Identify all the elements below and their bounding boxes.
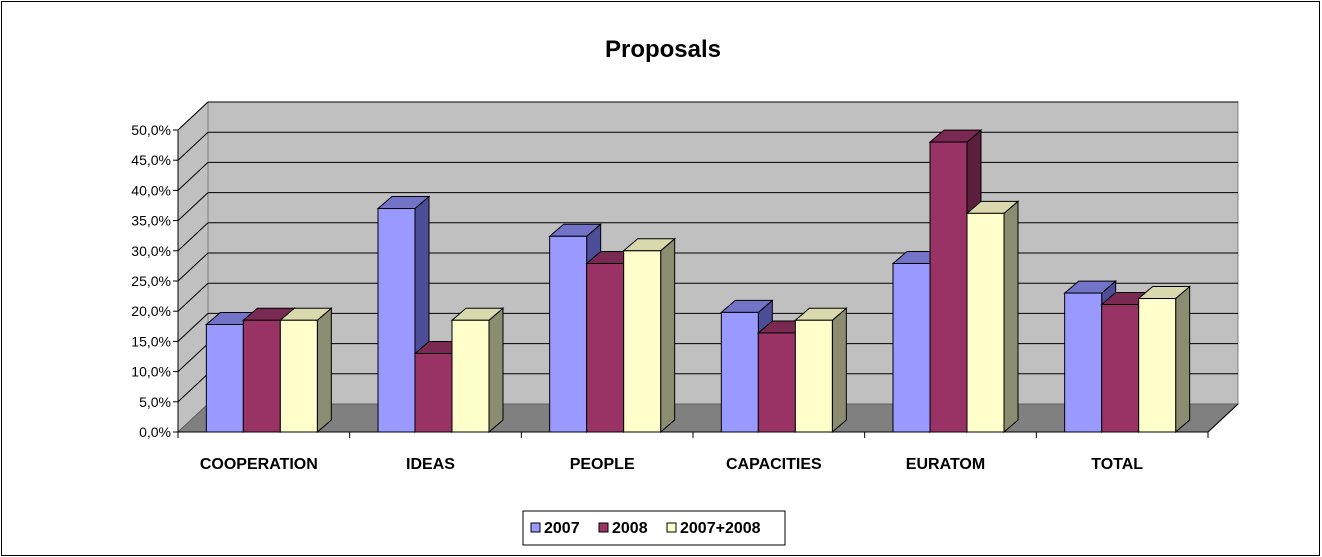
bar-front: [451, 319, 490, 433]
bar-2-2: [622, 237, 677, 434]
bar-side: [488, 307, 504, 434]
gridline-diagonal: [177, 131, 209, 161]
y-tick-label: 35,0%: [131, 213, 171, 229]
bar-4-2: [965, 200, 1020, 434]
bar-front: [929, 141, 968, 433]
gridline-diagonal: [177, 252, 209, 282]
plot-area: 0,0% 5,0% 10,0% 15,0% 20,0% 25,0% 30,0% 35,0% 40…: [131, 100, 1240, 473]
bar-side: [1175, 285, 1191, 434]
bar-side: [660, 237, 676, 434]
category-label: CAPACITIES: [726, 456, 822, 473]
bar-front: [205, 323, 244, 433]
y-tick-label: 5,0%: [139, 394, 171, 410]
bar-front: [414, 352, 453, 433]
category-label: IDEAS: [406, 456, 455, 473]
gridline-diagonal: [177, 313, 209, 342]
category-label: TOTAL: [1091, 456, 1143, 473]
bar-5-2: [1137, 285, 1192, 434]
y-tick-label: 45,0%: [131, 152, 171, 168]
category-label: COOPERATION: [200, 456, 318, 473]
chart-title: Proposals: [605, 36, 721, 63]
bar-front: [1064, 292, 1103, 433]
bar-side: [1003, 200, 1019, 434]
y-tick-label: 50,0%: [131, 122, 171, 138]
legend-swatch-2: [666, 522, 677, 533]
bar-1-2: [450, 307, 505, 434]
bar-front: [892, 262, 931, 433]
bar-3-2: [793, 307, 848, 434]
legend-label-2: 2007+2008: [680, 520, 761, 537]
gridline-diagonal: [177, 101, 209, 131]
bar-front: [794, 319, 833, 433]
gridline-diagonal: [177, 222, 209, 252]
bar-front: [586, 262, 625, 433]
bar-side: [831, 307, 847, 434]
bar-0-2: [278, 307, 333, 434]
gridline-diagonal: [177, 162, 209, 191]
legend-swatch-1: [598, 522, 609, 533]
bar-front: [549, 235, 588, 433]
bar-front: [966, 212, 1005, 433]
gridline-diagonal: [177, 343, 209, 372]
y-tick-label: 10,0%: [131, 364, 171, 380]
y-tick-label: 40,0%: [131, 182, 171, 198]
gridline-diagonal: [177, 192, 209, 221]
bar-front: [1138, 298, 1177, 433]
y-tick-label: 0,0%: [139, 424, 171, 440]
y-tick-label: 25,0%: [131, 273, 171, 289]
y-tick-label: 30,0%: [131, 243, 171, 259]
bar-front: [757, 332, 796, 433]
bar-front: [279, 319, 318, 433]
legend-label-1: 2008: [612, 520, 648, 537]
bar-front: [1101, 304, 1140, 433]
bar-front: [242, 319, 281, 433]
gridline-diagonal: [177, 373, 209, 403]
category-label: PEOPLE: [570, 456, 635, 473]
legend-label-0: 2007: [544, 520, 580, 537]
bar-side: [316, 307, 332, 434]
category-label: EURATOM: [906, 456, 985, 473]
legend-box: [522, 510, 786, 546]
x-axis-depth: [1207, 403, 1239, 433]
bar-front: [377, 208, 416, 433]
y-tick-label: 20,0%: [131, 303, 171, 319]
y-tick-label: 15,0%: [131, 333, 171, 349]
legend: 2007 2008 2007+2008: [522, 510, 786, 546]
gridline-diagonal: [177, 282, 209, 312]
bar-front: [623, 250, 662, 433]
bar-front: [720, 311, 759, 433]
legend-swatch-0: [530, 522, 541, 533]
